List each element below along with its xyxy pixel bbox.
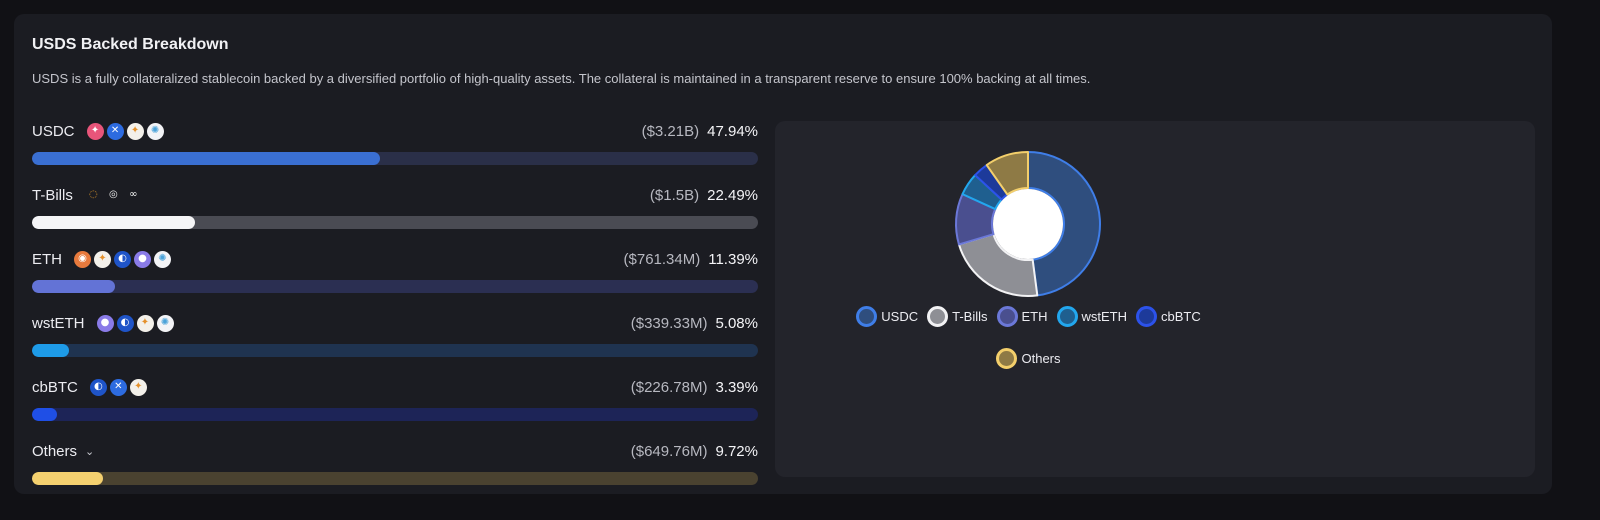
legend-label: cbBTC: [1161, 308, 1201, 324]
card-title: USDS Backed Breakdown: [32, 36, 229, 53]
link-icon: ∞: [129, 189, 138, 200]
protocol-icons: ◐ ✕ ✦: [89, 378, 147, 396]
donut-slice-usdc[interactable]: [1027, 151, 1101, 297]
protocol-icons: ✦ ✕ ✦ ✺: [86, 122, 164, 140]
progress-track: [32, 280, 758, 293]
legend-item-wsteth[interactable]: wstETH: [1056, 305, 1128, 327]
asset-row-others[interactable]: Others ⌄ ($649.76M) 9.72%: [32, 440, 758, 504]
asset-percent: 3.39%: [715, 378, 758, 396]
blue-butterfly-icon: ✕: [109, 378, 127, 396]
donut-hole: [993, 189, 1063, 259]
legend-label: T-Bills: [952, 308, 988, 324]
card-description: USDS is a fully collateralized stablecoi…: [32, 71, 1091, 86]
asset-amount: ($339.33M): [630, 314, 708, 332]
protocol-icons: ◌ ◎ ∞: [85, 187, 142, 204]
legend-label: Others: [1021, 350, 1061, 366]
blue-butterfly-icon: ✕: [106, 122, 124, 140]
asset-row-cbbtc: cbBTC ◐ ✕ ✦ ($226.78M) 3.39%: [32, 376, 758, 440]
progress-fill: [32, 216, 196, 229]
legend-label: wstETH: [1081, 308, 1128, 324]
asset-name: ETH: [32, 250, 62, 268]
asset-row-wsteth: wstETH ● ◐ ✦ ✺ ($339.33M) 5.08%: [32, 312, 758, 376]
asset-name: wstETH: [32, 314, 85, 332]
progress-track: [32, 472, 758, 485]
asset-name: cbBTC: [32, 378, 78, 396]
orange-ring-icon: ◌: [88, 189, 98, 200]
progress-fill: [32, 152, 381, 165]
legend-label: ETH: [1021, 308, 1048, 324]
progress-fill: [32, 280, 115, 293]
asset-name: USDC: [32, 122, 75, 140]
asset-row-usdc: USDC ✦ ✕ ✦ ✺ ($3.21B) 47.94%: [32, 120, 758, 184]
usds-backed-breakdown-card: USDS Backed Breakdown USDS is a fully co…: [14, 14, 1552, 494]
asset-amount: ($649.76M): [630, 442, 708, 460]
asset-name: Others: [32, 442, 78, 460]
blue-split-icon: ◐: [89, 378, 107, 396]
legend-swatch: [996, 347, 1018, 369]
legend-item-eth[interactable]: ETH: [996, 305, 1048, 327]
chevron-down-icon[interactable]: ⌄: [85, 444, 95, 458]
blue-split-icon: ◐: [116, 314, 134, 332]
sparkle-icon: ✦: [94, 250, 111, 268]
asset-percent: 47.94%: [707, 122, 758, 140]
donut-slice-others[interactable]: [985, 151, 1029, 196]
asset-percent: 5.08%: [715, 314, 758, 332]
legend-swatch: [1136, 305, 1157, 327]
orange-token-icon: ◉: [74, 250, 91, 268]
arcs-icon: ◎: [108, 189, 118, 200]
asset-amount: ($3.21B): [641, 122, 700, 140]
blue-split-icon: ◐: [114, 250, 131, 268]
chart-legend: USDC T-Bills ETH wstETH cbBTC Others: [775, 305, 1282, 369]
legend-swatch: [927, 305, 949, 327]
sparkle-icon: ✦: [126, 122, 144, 140]
progress-track: [32, 408, 758, 421]
donut-chart-panel: USDC T-Bills ETH wstETH cbBTC Others: [775, 121, 1535, 477]
legend-item-t-bills[interactable]: T-Bills: [927, 305, 988, 327]
asset-amount: ($226.78M): [630, 378, 708, 396]
asset-amount: ($761.34M): [623, 250, 701, 268]
asset-name: T-Bills: [32, 186, 73, 204]
legend-item-usdc[interactable]: USDC: [856, 305, 918, 327]
asset-percent: 9.72%: [715, 442, 758, 460]
purple-ghost-icon: ●: [134, 250, 151, 268]
progress-track: [32, 216, 758, 229]
asset-percent: 22.49%: [707, 186, 758, 204]
sparkle-icon: ✦: [129, 378, 147, 396]
progress-fill: [32, 408, 57, 421]
progress-fill: [32, 344, 69, 357]
legend-swatch: [856, 305, 878, 327]
pink-star-icon: ✦: [86, 122, 104, 140]
progress-fill: [32, 472, 103, 485]
sparkle-icon: ✦: [136, 314, 154, 332]
legend-item-others[interactable]: Others: [996, 347, 1061, 369]
progress-track: [32, 344, 758, 357]
pinwheel-icon: ✺: [154, 250, 171, 268]
legend-swatch: [996, 305, 1018, 327]
asset-row-t-bills: T-Bills ◌ ◎ ∞ ($1.5B) 22.49%: [32, 184, 758, 248]
asset-percent: 11.39%: [708, 250, 758, 268]
asset-row-eth: ETH ◉ ✦ ◐ ● ✺ ($761.34M) 11.39%: [32, 248, 758, 312]
asset-list: USDC ✦ ✕ ✦ ✺ ($3.21B) 47.94% T-Bills ◌ ◎ ∞ ($1.5B) 2…: [32, 120, 758, 504]
protocol-icons: ◉ ✦ ◐ ● ✺: [74, 250, 171, 268]
progress-track: [32, 152, 758, 165]
pinwheel-icon: ✺: [146, 122, 164, 140]
asset-amount: ($1.5B): [649, 186, 700, 204]
legend-item-cbbtc[interactable]: cbBTC: [1136, 305, 1201, 327]
purple-ghost-icon: ●: [96, 314, 114, 332]
legend-swatch: [1056, 305, 1078, 327]
donut-chart: [955, 151, 1101, 297]
legend-label: USDC: [881, 308, 919, 324]
pinwheel-icon: ✺: [156, 314, 174, 332]
protocol-icons: ● ◐ ✦ ✺: [96, 314, 174, 332]
